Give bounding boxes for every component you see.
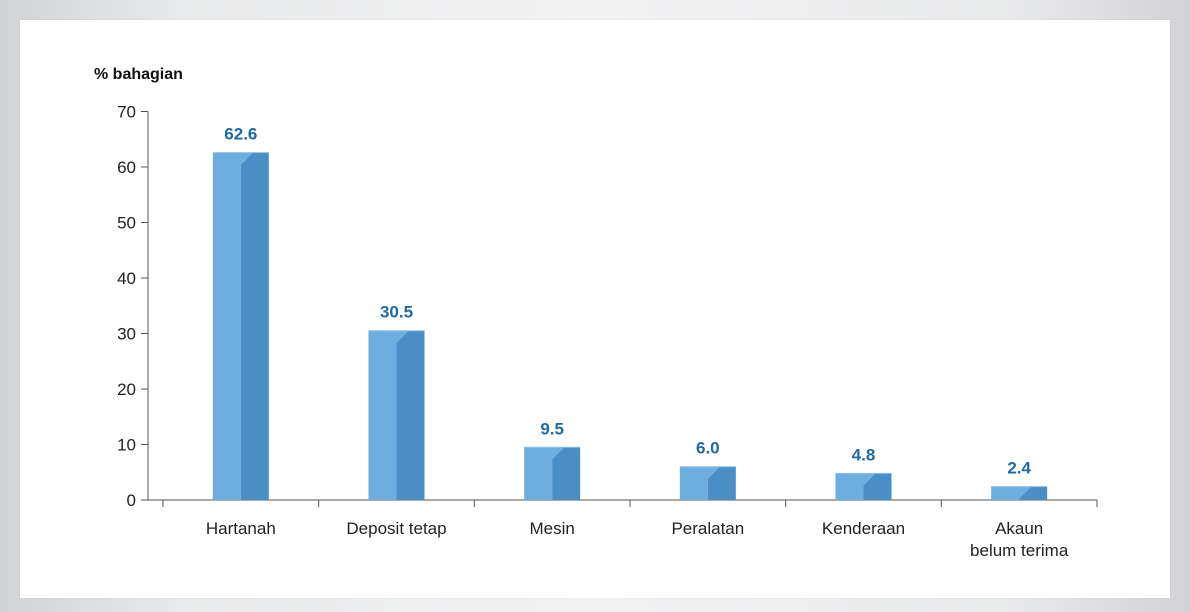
bar-side xyxy=(707,466,736,500)
bar-side xyxy=(552,447,581,500)
bar-value-label: 6.0 xyxy=(696,439,720,458)
bar-side xyxy=(863,473,892,500)
bar-front xyxy=(679,466,720,500)
bar-value-label: 9.5 xyxy=(540,419,564,438)
bar-value-label: 62.6 xyxy=(224,125,257,144)
bar-front xyxy=(835,473,876,500)
y-tick-label: 30 xyxy=(117,325,136,344)
y-tick-label: 60 xyxy=(117,158,136,177)
bar-value-label: 30.5 xyxy=(380,303,413,322)
chart-panel xyxy=(20,20,1170,598)
y-tick-label: 40 xyxy=(117,269,136,288)
x-category-label: Akaun xyxy=(995,519,1043,538)
bar-side xyxy=(1019,486,1048,500)
y-tick-label: 10 xyxy=(117,436,136,455)
x-category-label: belum terima xyxy=(970,541,1069,560)
x-category-label: Deposit tetap xyxy=(346,519,446,538)
bar-front xyxy=(991,486,1032,500)
bar-side xyxy=(396,330,425,500)
y-axis-label: % bahagian xyxy=(94,66,183,83)
bar-front xyxy=(368,330,409,500)
y-tick-label: 70 xyxy=(117,103,136,122)
y-tick-label: 20 xyxy=(117,380,136,399)
y-tick-label: 0 xyxy=(127,491,136,510)
x-category-label: Hartanah xyxy=(206,519,276,538)
bar-value-label: 2.4 xyxy=(1007,459,1031,478)
bar-front xyxy=(524,447,565,500)
x-category-label: Mesin xyxy=(529,519,574,538)
x-category-label: Kenderaan xyxy=(822,519,905,538)
bar-value-label: 4.8 xyxy=(852,445,876,464)
y-tick-label: 50 xyxy=(117,214,136,233)
x-category-label: Peralatan xyxy=(671,519,744,538)
bar-side xyxy=(240,152,269,500)
bar-front xyxy=(212,152,253,500)
